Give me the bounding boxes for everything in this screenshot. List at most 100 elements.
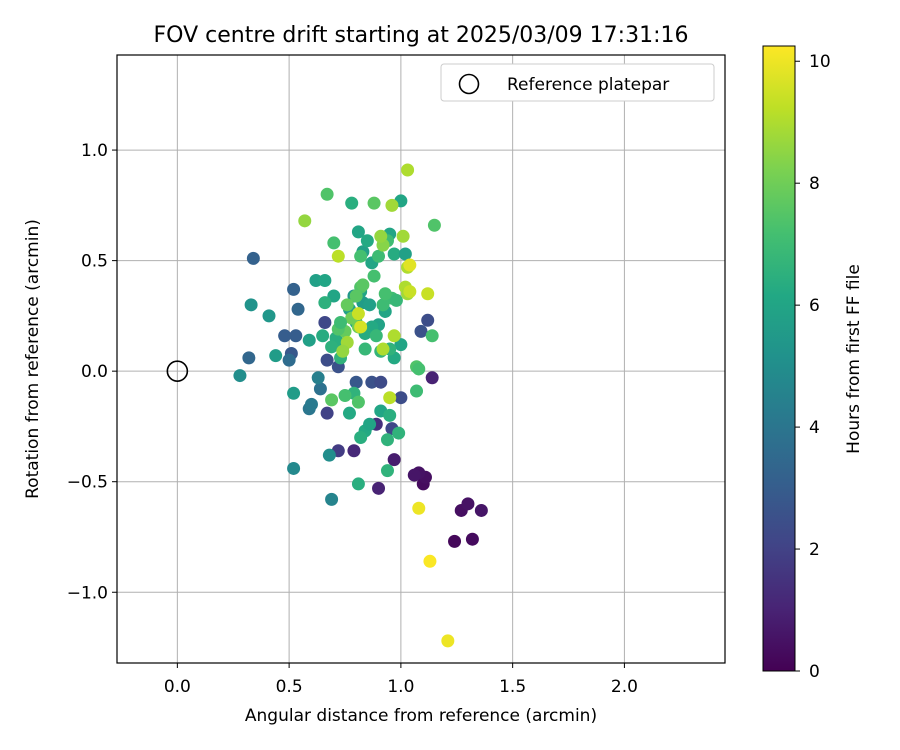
data-point bbox=[367, 196, 381, 210]
data-point bbox=[309, 274, 323, 288]
data-point bbox=[262, 309, 276, 323]
reference-marker-group bbox=[166, 360, 189, 382]
x-tick-label: 2.0 bbox=[611, 677, 638, 697]
data-point bbox=[291, 302, 305, 316]
y-tick-label: 0.5 bbox=[81, 252, 108, 272]
data-point bbox=[354, 320, 368, 334]
colorbar: 0 2 4 6 8 10 Hours from first FF file bbox=[762, 45, 864, 682]
x-tick-label: 1.5 bbox=[499, 677, 526, 697]
data-point bbox=[349, 289, 363, 303]
data-point bbox=[403, 285, 417, 299]
data-point bbox=[474, 503, 488, 517]
data-point bbox=[351, 395, 365, 409]
data-point bbox=[414, 324, 428, 338]
data-point bbox=[338, 388, 352, 402]
colorbar-tick-label: 10 bbox=[809, 52, 831, 72]
data-point bbox=[398, 247, 412, 261]
data-point bbox=[441, 634, 455, 648]
data-point bbox=[349, 375, 363, 389]
data-point bbox=[351, 477, 365, 491]
reference-platepar-marker bbox=[166, 360, 189, 382]
data-points bbox=[233, 163, 488, 648]
data-point bbox=[374, 229, 388, 243]
data-point bbox=[278, 329, 292, 343]
y-axis-label: Rotation from reference (arcmin) bbox=[23, 219, 43, 499]
data-point bbox=[394, 338, 408, 352]
data-point bbox=[421, 287, 435, 301]
data-point bbox=[360, 234, 374, 248]
data-point bbox=[383, 391, 397, 405]
data-point bbox=[412, 362, 426, 376]
data-point bbox=[378, 287, 392, 301]
data-point bbox=[325, 393, 339, 407]
colorbar-label: Hours from first FF file bbox=[844, 264, 864, 454]
data-point bbox=[403, 258, 417, 272]
data-point bbox=[269, 349, 283, 363]
data-point bbox=[383, 408, 397, 422]
x-axis-label: Angular distance from reference (arcmin) bbox=[245, 706, 597, 726]
data-point bbox=[389, 293, 403, 307]
data-point bbox=[313, 382, 327, 396]
data-point bbox=[392, 426, 406, 440]
data-point bbox=[318, 296, 332, 310]
data-point bbox=[407, 468, 421, 482]
colorbar-tick-label: 4 bbox=[809, 418, 820, 438]
x-tick-label: 0.5 bbox=[276, 677, 303, 697]
data-point bbox=[336, 344, 350, 358]
data-point bbox=[396, 229, 410, 243]
data-point bbox=[246, 251, 260, 265]
data-point bbox=[334, 316, 348, 330]
grid-lines bbox=[117, 55, 725, 663]
data-point bbox=[354, 249, 368, 263]
data-point bbox=[345, 196, 359, 210]
data-point bbox=[347, 444, 361, 458]
data-point bbox=[354, 430, 368, 444]
data-point bbox=[320, 187, 334, 201]
data-point bbox=[448, 534, 462, 548]
data-point bbox=[363, 298, 377, 312]
data-point bbox=[465, 532, 479, 546]
data-point bbox=[427, 218, 441, 232]
data-point bbox=[351, 307, 365, 321]
data-point bbox=[340, 298, 354, 312]
y-tick-label: −0.5 bbox=[67, 473, 108, 493]
data-point bbox=[376, 298, 390, 312]
colorbar-ticks: 0 2 4 6 8 10 bbox=[795, 52, 831, 682]
data-point bbox=[401, 163, 415, 177]
colorbar-tick-label: 8 bbox=[809, 174, 820, 194]
data-point bbox=[363, 417, 377, 431]
data-point bbox=[367, 269, 381, 283]
data-point bbox=[287, 386, 301, 400]
data-point bbox=[387, 329, 401, 343]
data-point bbox=[425, 329, 439, 343]
data-point bbox=[287, 282, 301, 296]
data-point bbox=[410, 384, 424, 398]
data-point bbox=[302, 333, 316, 347]
data-point bbox=[287, 461, 301, 475]
data-point bbox=[421, 313, 435, 327]
data-point bbox=[311, 371, 325, 385]
data-point bbox=[387, 247, 401, 261]
chart-title: FOV centre drift starting at 2025/03/09 … bbox=[154, 23, 689, 48]
data-point bbox=[356, 278, 370, 292]
data-point bbox=[351, 225, 365, 239]
legend-label: Reference platepar bbox=[507, 75, 669, 95]
colorbar-tick-label: 2 bbox=[809, 540, 820, 560]
colorbar-gradient bbox=[762, 45, 796, 672]
colorbar-tick-label: 6 bbox=[809, 296, 820, 316]
data-point bbox=[358, 342, 372, 356]
legend: Reference platepar bbox=[440, 63, 715, 102]
data-point bbox=[461, 497, 475, 511]
data-point bbox=[376, 342, 390, 356]
data-point bbox=[318, 316, 332, 330]
data-point bbox=[242, 351, 256, 365]
legend-box bbox=[440, 63, 715, 102]
data-point bbox=[425, 371, 439, 385]
data-point bbox=[325, 340, 339, 354]
data-point bbox=[327, 236, 341, 250]
y-axis-ticks: −1.0 −0.5 0.0 0.5 1.0 bbox=[67, 141, 117, 603]
data-point bbox=[372, 481, 386, 495]
data-point bbox=[331, 249, 345, 263]
data-point bbox=[374, 375, 388, 389]
